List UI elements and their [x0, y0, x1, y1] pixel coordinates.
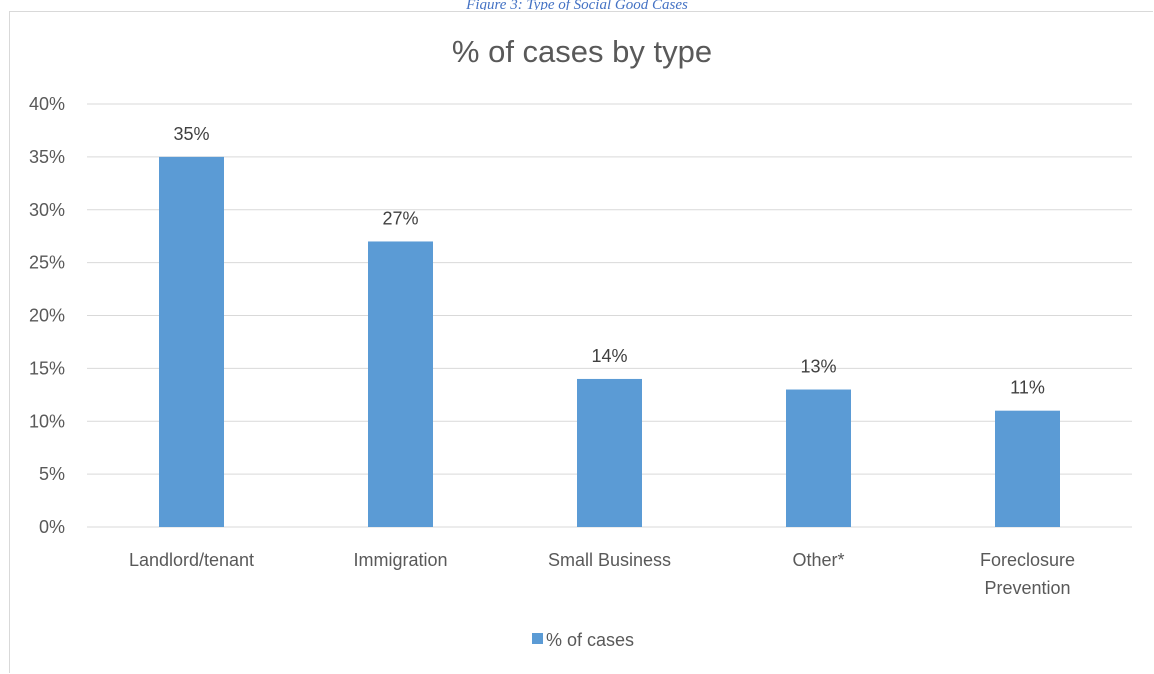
- figure-caption: Figure 3: Type of Social Good Cases: [466, 0, 688, 10]
- y-tick-label: 15%: [29, 358, 65, 378]
- bar: [577, 378, 642, 527]
- y-tick-label: 0%: [39, 517, 65, 537]
- data-label: 27%: [382, 208, 418, 228]
- legend-label: % of cases: [546, 630, 634, 650]
- x-axis-ticks: Landlord/tenant Immigration Small Business…: [129, 550, 1075, 598]
- data-label: 13%: [800, 357, 836, 377]
- bar: [995, 410, 1060, 527]
- x-tick-label: Immigration: [353, 550, 447, 570]
- x-tick-label: Foreclosure Prevention: [980, 550, 1075, 598]
- y-tick-label: 10%: [29, 411, 65, 431]
- x-tick-label: Landlord/tenant: [129, 550, 254, 570]
- y-tick-label: 20%: [29, 306, 65, 326]
- y-tick-label: 30%: [29, 200, 65, 220]
- y-tick-label: 35%: [29, 147, 65, 167]
- data-labels: 35% 27% 14% 13% 11%: [173, 124, 1044, 398]
- legend-swatch: [532, 633, 543, 644]
- bar: [159, 156, 224, 527]
- data-label: 11%: [1010, 378, 1045, 398]
- x-tick-label: Small Business: [548, 550, 671, 570]
- bars: [159, 156, 1060, 527]
- y-tick-label: 40%: [29, 94, 65, 114]
- x-tick-label: Other*: [792, 550, 844, 570]
- legend: % of cases: [532, 630, 634, 650]
- y-tick-label: 25%: [29, 253, 65, 273]
- bar: [368, 241, 433, 527]
- data-label: 14%: [591, 346, 627, 366]
- chart-title: % of cases by type: [452, 34, 712, 69]
- y-axis-ticks: 0% 5% 10% 15% 20% 25% 30% 35% 40%: [29, 94, 65, 537]
- data-label: 35%: [173, 124, 209, 144]
- bar: [786, 389, 851, 527]
- y-tick-label: 5%: [39, 464, 65, 484]
